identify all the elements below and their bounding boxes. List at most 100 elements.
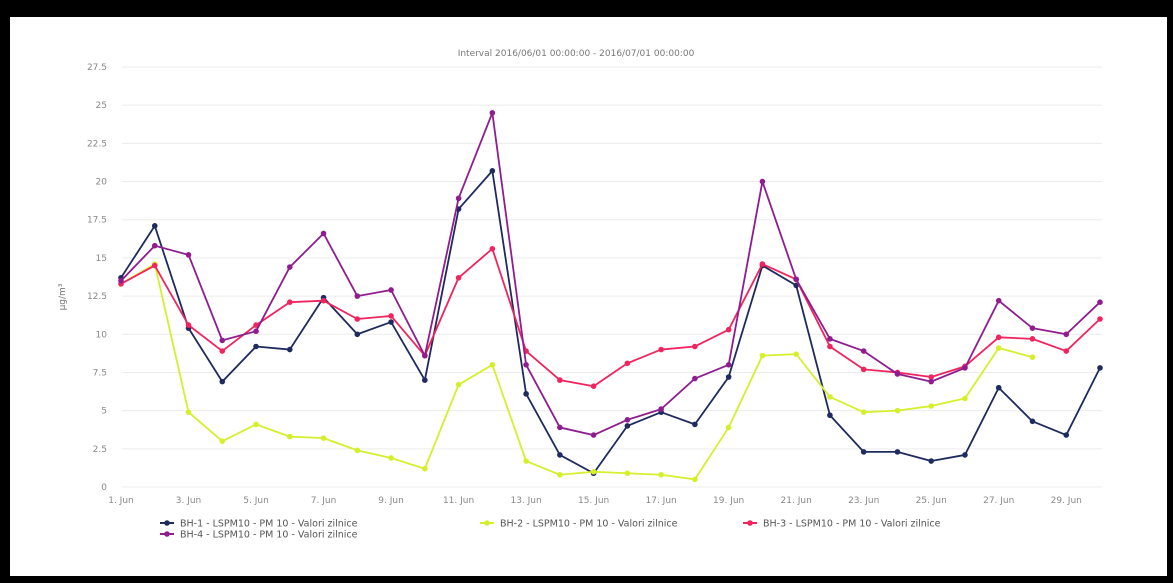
- data-point: [725, 424, 732, 431]
- y-tick-label: 12.5: [87, 292, 107, 302]
- data-point: [253, 322, 259, 328]
- series-lines: [118, 110, 1103, 483]
- legend-item[interactable]: BH-4 - LSPM10 - PM 10 - Valori zilnice: [160, 530, 358, 541]
- data-point: [725, 326, 732, 333]
- x-tick-label: 13. Jun: [510, 496, 541, 506]
- data-point: [557, 424, 563, 431]
- y-tick-label: 2.5: [93, 445, 107, 455]
- legend-swatch-marker: [164, 520, 170, 526]
- y-tick-label: 25: [96, 101, 107, 111]
- data-point: [995, 334, 1002, 341]
- data-point: [590, 468, 597, 475]
- y-axis-label: µg/m³: [58, 283, 68, 310]
- y-tick-label: 17.5: [87, 216, 107, 226]
- data-point: [557, 377, 563, 383]
- data-point: [219, 348, 226, 354]
- legend[interactable]: BH-1 - LSPM10 - PM 10 - Valori zilnice BH…: [160, 519, 941, 541]
- series-3: [118, 245, 1103, 390]
- data-point: [860, 409, 867, 415]
- data-point: [219, 438, 226, 444]
- y-tick-label: 0: [101, 483, 107, 493]
- data-point: [658, 346, 664, 353]
- x-axis-ticks: 1. Jun 3. Jun 5. Jun 7. Jun 9. Jun 11. Jun 13.…: [108, 496, 1082, 506]
- data-point: [928, 458, 935, 464]
- data-point: [286, 346, 293, 353]
- data-point: [962, 452, 968, 458]
- data-point: [422, 352, 428, 359]
- x-tick-label: 9. Jun: [378, 496, 404, 506]
- data-point: [759, 352, 766, 359]
- x-tick-label: 17. Jun: [646, 496, 677, 506]
- series-line: [120, 263, 1033, 481]
- series-4: [118, 110, 1103, 438]
- data-point: [286, 299, 293, 306]
- data-point: [286, 433, 293, 440]
- data-point: [894, 449, 901, 455]
- data-point: [1029, 336, 1036, 342]
- chart-frame: Interval 2016/06/01 00:00:00 - 2016/07/0…: [10, 17, 1167, 576]
- data-point: [455, 195, 462, 202]
- data-point: [962, 365, 968, 371]
- data-point: [320, 230, 327, 237]
- data-point: [388, 455, 394, 461]
- data-point: [320, 297, 327, 304]
- data-point: [725, 362, 732, 368]
- data-point: [388, 319, 394, 325]
- data-point: [557, 471, 563, 478]
- data-point: [1029, 325, 1036, 331]
- x-tick-label: 21. Jun: [781, 496, 812, 506]
- data-point: [860, 348, 867, 354]
- data-point: [692, 375, 698, 382]
- x-tick-label: 25. Jun: [916, 496, 947, 506]
- legend-label: BH-3 - LSPM10 - PM 10 - Valori zilnice: [763, 519, 941, 530]
- data-point: [219, 378, 226, 385]
- legend-item[interactable]: BH-3 - LSPM10 - PM 10 - Valori zilnice: [743, 519, 941, 530]
- y-tick-label: 20: [96, 178, 108, 188]
- y-axis-ticks: 0 2.5 5 7.5 10 12.5 15 17.5 20 22.5 25 27.5: [87, 63, 107, 493]
- data-point: [422, 377, 428, 383]
- data-point: [286, 264, 293, 270]
- data-point: [624, 360, 631, 367]
- data-point: [928, 378, 935, 385]
- legend-item[interactable]: BH-2 - LSPM10 - PM 10 - Valori zilnice: [480, 519, 678, 530]
- data-point: [557, 452, 563, 458]
- data-point: [523, 362, 529, 368]
- data-point: [523, 391, 529, 397]
- y-tick-label: 22.5: [87, 139, 107, 149]
- data-point: [489, 110, 496, 116]
- data-point: [253, 328, 259, 335]
- data-point: [860, 366, 867, 373]
- legend-item[interactable]: BH-1 - LSPM10 - PM 10 - Valori zilnice: [160, 519, 358, 530]
- data-point: [1029, 418, 1036, 425]
- data-point: [151, 242, 158, 249]
- series-2: [118, 261, 1036, 483]
- data-point: [692, 476, 698, 483]
- legend-swatch-marker: [747, 520, 753, 526]
- data-point: [320, 435, 327, 441]
- data-point: [759, 261, 766, 267]
- data-point: [354, 293, 361, 299]
- data-point: [489, 245, 496, 252]
- line-chart: Interval 2016/06/01 00:00:00 - 2016/07/0…: [58, 49, 1103, 541]
- x-tick-label: 11. Jun: [443, 496, 474, 506]
- data-point: [1063, 432, 1070, 438]
- y-tick-label: 5: [101, 407, 107, 417]
- data-point: [624, 417, 631, 423]
- data-point: [860, 449, 867, 455]
- data-point: [455, 274, 462, 281]
- x-tick-label: 29. Jun: [1051, 496, 1082, 506]
- x-tick-label: 5. Jun: [243, 496, 269, 506]
- y-tick-label: 10: [96, 330, 108, 340]
- data-point: [253, 421, 259, 428]
- data-point: [354, 331, 361, 338]
- legend-swatch-marker: [484, 520, 490, 526]
- x-tick-label: 15. Jun: [578, 496, 609, 506]
- data-point: [793, 351, 799, 357]
- data-point: [827, 394, 833, 400]
- x-tick-label: 1. Jun: [108, 496, 134, 506]
- series-line: [120, 111, 1101, 436]
- data-point: [658, 471, 664, 478]
- series-line: [120, 169, 1101, 475]
- data-point: [590, 432, 597, 438]
- data-point: [455, 381, 462, 388]
